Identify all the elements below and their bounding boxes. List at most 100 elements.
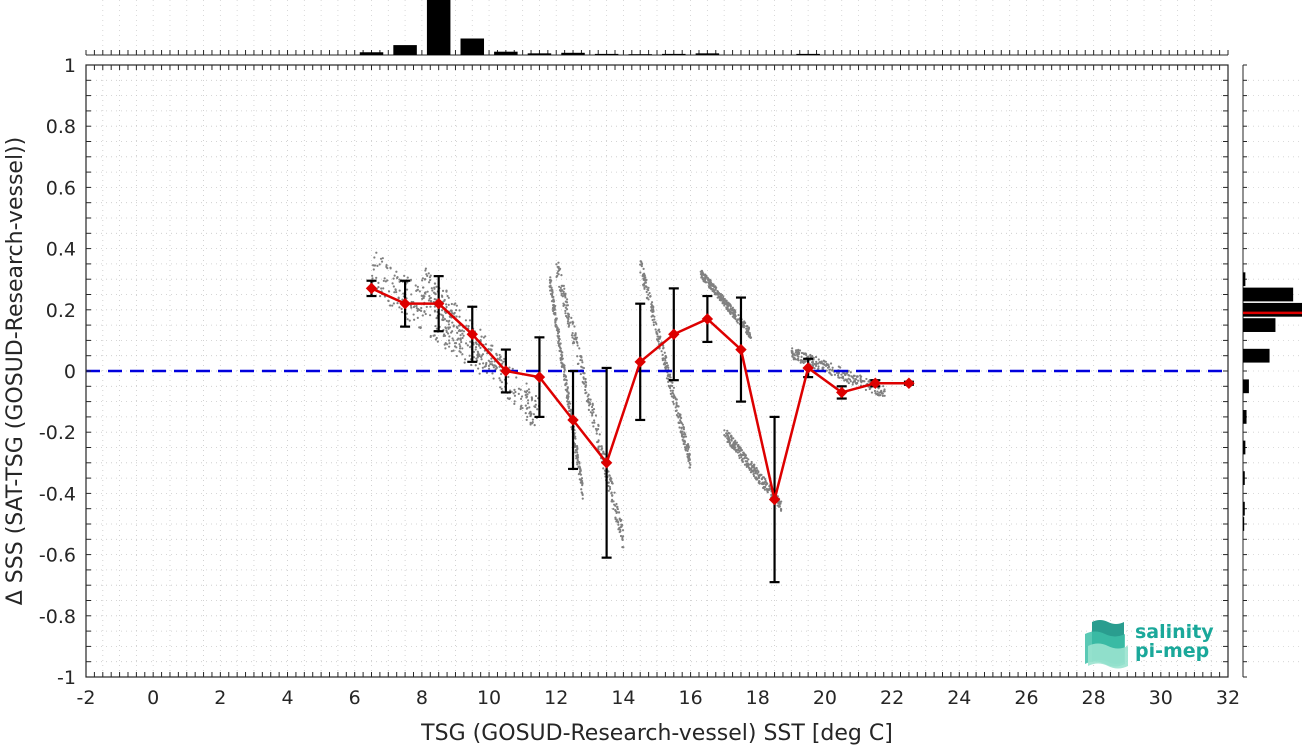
scatter-point (576, 448, 579, 451)
mean-point (432, 297, 445, 310)
scatter-point (682, 433, 685, 436)
scatter-point (663, 363, 666, 366)
scatter-point (445, 319, 448, 322)
scatter-point (853, 380, 857, 383)
scatter-point (394, 288, 397, 291)
scatter-point (707, 285, 711, 288)
scatter-point (403, 274, 406, 277)
scatter-point (450, 331, 453, 334)
scatter-point (561, 354, 564, 357)
scatter-point (562, 375, 566, 378)
scatter-point (735, 441, 739, 444)
scatter-point (686, 443, 690, 446)
scatter-point (688, 461, 691, 465)
scatter-point (723, 304, 726, 307)
scatter-point (739, 449, 743, 452)
scatter-point (743, 320, 746, 323)
y-tick-label: 0.4 (46, 239, 76, 261)
scatter-point (427, 272, 430, 275)
scatter-point (500, 387, 503, 390)
scatter-point (848, 378, 852, 381)
scatter-point (664, 368, 667, 371)
scatter-point (453, 303, 456, 306)
scatter-point (461, 336, 464, 340)
scatter-point (745, 457, 748, 460)
scatter-point (743, 456, 746, 460)
scatter-point (377, 281, 380, 284)
scatter-point (560, 362, 563, 365)
scatter-point (558, 349, 561, 352)
x-tick-label: 22 (880, 687, 904, 709)
scatter-point (385, 263, 388, 267)
scatter-point (763, 488, 767, 491)
scatter-point (729, 435, 733, 438)
scatter-point (462, 330, 466, 333)
scatter-point (584, 391, 587, 395)
top-histogram-bar (494, 51, 518, 55)
scatter-point (799, 359, 803, 362)
scatter-point (822, 362, 825, 365)
scatter-point (391, 282, 394, 285)
scatter-point (434, 338, 437, 341)
scatter-point (405, 312, 408, 315)
scatter-point (529, 421, 532, 424)
binned-mean-series (365, 282, 915, 506)
scatter-point (474, 341, 478, 344)
scatter-point (397, 296, 400, 299)
scatter-point (817, 362, 820, 365)
scatter-point (734, 315, 737, 319)
scatter-point (375, 276, 378, 279)
scatter-point (578, 478, 581, 481)
scatter-point (490, 357, 493, 360)
scatter-point (722, 295, 725, 298)
scatter-point (730, 446, 733, 449)
scatter-point (566, 386, 569, 389)
scatter-point (513, 402, 516, 405)
scatter-point (416, 288, 419, 291)
scatter-point (581, 497, 584, 500)
scatter-point (567, 313, 570, 316)
scatter-point (654, 328, 657, 331)
scatter-point (395, 276, 399, 280)
scatter-point (534, 399, 537, 402)
scatter-point (829, 362, 833, 365)
scatter-point (762, 481, 766, 485)
scatter-point (448, 345, 451, 348)
scatter-point (836, 374, 840, 377)
scatter-point (469, 340, 472, 343)
scatter-point (677, 421, 680, 424)
scatter-point (420, 294, 423, 297)
scatter-point (675, 402, 678, 405)
scatter-point (564, 312, 567, 315)
scatter-point (795, 350, 798, 353)
scatter-point (490, 344, 493, 347)
scatter-point (671, 391, 674, 394)
scatter-point (400, 310, 404, 314)
scatter-point (747, 326, 750, 329)
right-histogram-bar (1243, 410, 1247, 424)
scatter-point (393, 274, 396, 277)
scatter-point (526, 393, 529, 396)
scatter-point (424, 312, 427, 316)
scatter-point (702, 272, 705, 275)
scatter-point (791, 347, 794, 350)
scatter-point (732, 446, 735, 449)
top-histogram-bar (662, 53, 686, 55)
scatter-point (478, 372, 481, 375)
scatter-point (435, 327, 439, 330)
scatter-point (883, 394, 886, 397)
scatter-point (422, 296, 425, 300)
scatter-point (461, 347, 464, 350)
scatter-point (566, 304, 569, 307)
x-axis-label: TSG (GOSUD-Research-vessel) SST [deg C] (420, 721, 893, 746)
scatter-point (573, 432, 576, 435)
scatter-point (870, 391, 874, 394)
scatter-point (778, 500, 781, 503)
scatter-point (647, 293, 650, 296)
scatter-point (598, 433, 601, 436)
main-axes (85, 64, 1229, 678)
scatter-point (569, 321, 572, 324)
scatter-point (456, 331, 459, 334)
scatter-point (778, 505, 781, 508)
scatter-point (533, 424, 536, 427)
